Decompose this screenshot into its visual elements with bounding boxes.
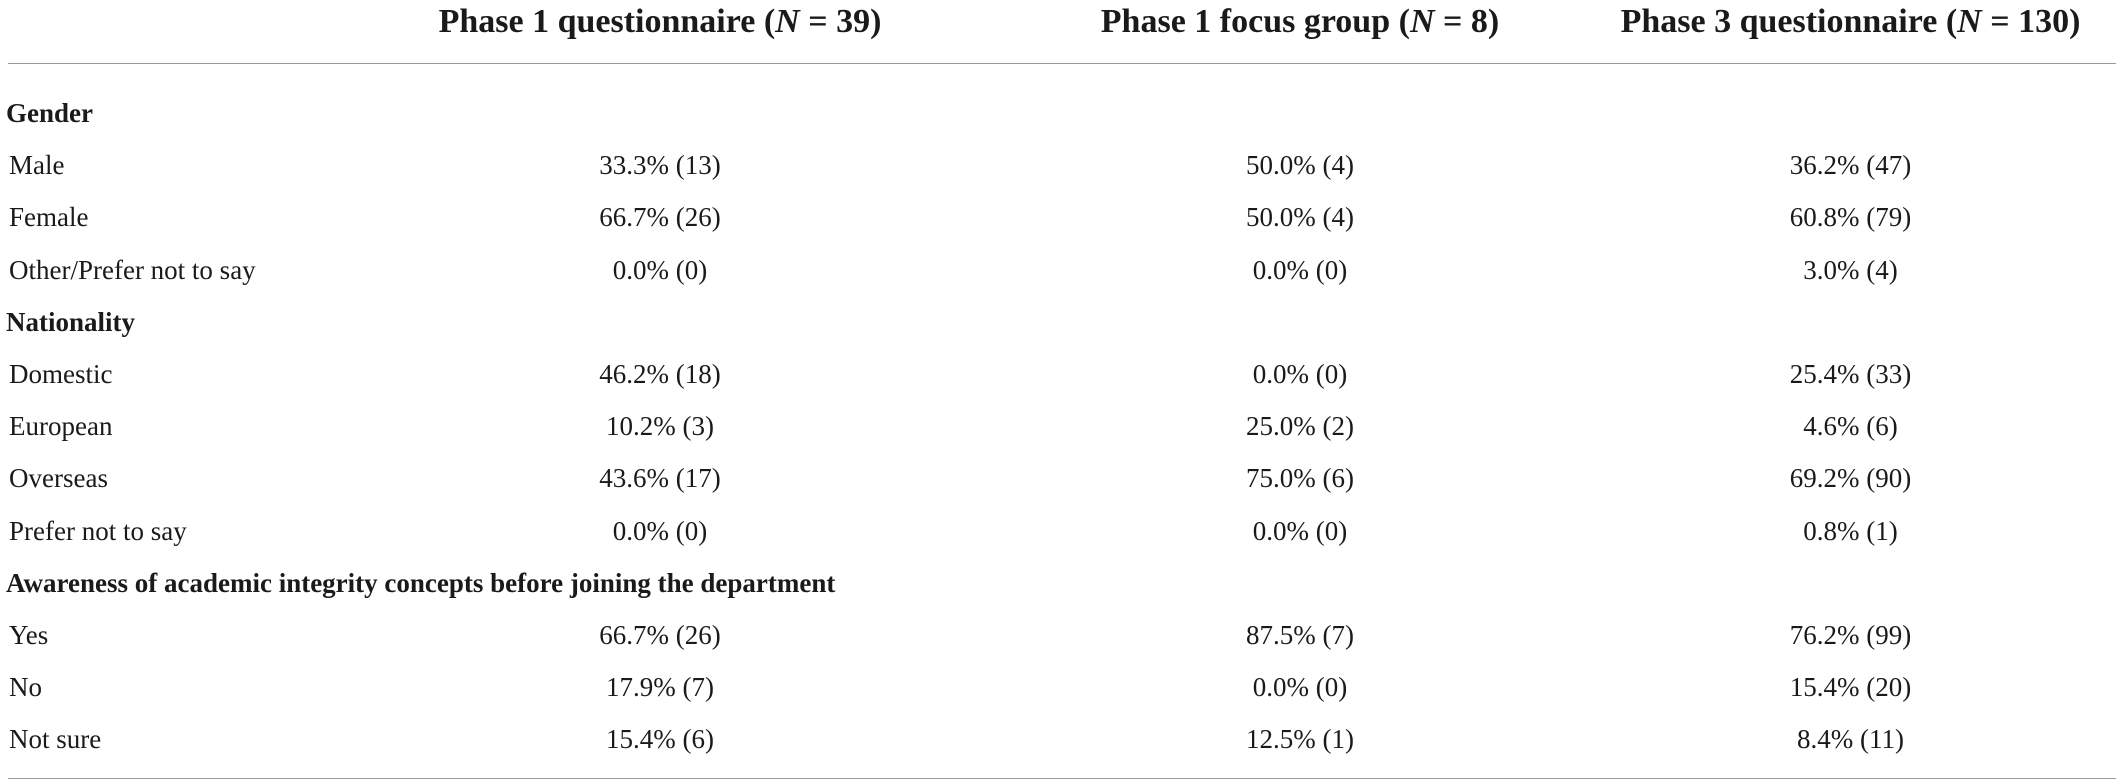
table-row: Overseas 43.6% (17) 75.0% (6) 69.2% (90) [0, 452, 2121, 504]
table-row: Yes 66.7% (26) 87.5% (7) 76.2% (99) [0, 609, 2121, 661]
table-bottom-rule [8, 778, 2116, 779]
row-label: Other/Prefer not to say [9, 254, 256, 285]
table-header: Phase 1 questionnaire (N = 39) Phase 1 f… [0, 0, 2121, 56]
row-label: Male [9, 150, 65, 181]
cell-phase1-focus-group: 50.0% (4) [1246, 202, 1354, 233]
cell-phase1-questionnaire: 66.7% (26) [599, 202, 721, 233]
table-row: European 10.2% (3) 25.0% (2) 4.6% (6) [0, 400, 2121, 452]
cell-phase1-focus-group: 12.5% (1) [1246, 724, 1354, 755]
column-header-title: Phase 3 questionnaire ( [1620, 3, 1958, 40]
cell-phase1-questionnaire: 43.6% (17) [599, 463, 721, 494]
row-label: Yes [9, 619, 49, 650]
column-header-title: Phase 1 questionnaire ( [438, 3, 776, 40]
cell-phase3-questionnaire: 0.8% (1) [1803, 515, 1898, 546]
table-row: No 17.9% (7) 0.0% (0) 15.4% (20) [0, 661, 2121, 713]
cell-phase3-questionnaire: 36.2% (47) [1789, 150, 1912, 181]
table-body: Gender Male 33.3% (13) 50.0% (4) 36.2% (… [0, 87, 2121, 765]
cell-phase1-focus-group: 0.0% (0) [1252, 254, 1348, 285]
cell-phase1-questionnaire: 46.2% (18) [599, 358, 721, 389]
cell-phase1-focus-group: 0.0% (0) [1252, 358, 1348, 389]
cell-phase1-questionnaire: 10.2% (3) [606, 411, 714, 442]
table-row: Prefer not to say 0.0% (0) 0.0% (0) 0.8%… [0, 505, 2121, 557]
cell-phase1-questionnaire: 0.0% (0) [612, 254, 708, 285]
table-row: Domestic 46.2% (18) 0.0% (0) 25.4% (33) [0, 348, 2121, 400]
row-label: No [9, 672, 42, 703]
cell-phase3-questionnaire: 4.6% (6) [1803, 411, 1898, 442]
cell-phase3-questionnaire: 60.8% (79) [1789, 202, 1912, 233]
section-heading: Gender [6, 98, 93, 128]
column-header-title: Phase 1 focus group ( [1100, 3, 1410, 40]
cell-phase1-questionnaire: 33.3% (13) [599, 150, 721, 181]
cell-phase1-focus-group: 0.0% (0) [1252, 672, 1348, 703]
column-header-phase1-focus-group: Phase 1 focus group (N = 8) [1000, 0, 1600, 48]
cell-phase1-questionnaire: 0.0% (0) [612, 515, 708, 546]
column-header-phase3-questionnaire: Phase 3 questionnaire (N = 130) [1580, 0, 2121, 48]
cell-phase1-questionnaire: 66.7% (26) [599, 619, 721, 650]
column-header-n-symbol: N [1409, 3, 1435, 40]
column-header-phase1-questionnaire: Phase 1 questionnaire (N = 39) [360, 0, 960, 48]
row-label: Prefer not to say [9, 515, 187, 546]
cell-phase3-questionnaire: 15.4% (20) [1789, 672, 1912, 703]
section-heading: Awareness of academic integrity concepts… [6, 567, 836, 598]
section-heading-row: Awareness of academic integrity concepts… [0, 557, 2121, 609]
cell-phase3-questionnaire: 76.2% (99) [1789, 619, 1912, 650]
column-header-n-value: = 39) [799, 3, 882, 40]
row-label: Female [9, 202, 89, 233]
cell-phase1-focus-group: 87.5% (7) [1246, 619, 1354, 650]
table-row: Female 66.7% (26) 50.0% (4) 60.8% (79) [0, 191, 2121, 243]
row-label: Not sure [9, 724, 102, 755]
row-label: Domestic [9, 358, 113, 389]
cell-phase1-focus-group: 0.0% (0) [1252, 515, 1348, 546]
cell-phase3-questionnaire: 25.4% (33) [1789, 358, 1912, 389]
table-row: Other/Prefer not to say 0.0% (0) 0.0% (0… [0, 244, 2121, 296]
row-label: Overseas [9, 463, 108, 494]
section-heading-row: Nationality [0, 296, 2121, 348]
table-row: Not sure 15.4% (6) 12.5% (1) 8.4% (11) [0, 713, 2121, 765]
cell-phase1-focus-group: 25.0% (2) [1246, 411, 1354, 442]
cell-phase1-questionnaire: 17.9% (7) [606, 672, 714, 703]
cell-phase3-questionnaire: 3.0% (4) [1803, 254, 1898, 285]
cell-phase1-focus-group: 75.0% (6) [1246, 463, 1354, 494]
column-header-n-value: = 8) [1434, 3, 1500, 40]
row-label: European [9, 411, 113, 442]
column-header-n-value: = 130) [1981, 3, 2081, 40]
column-header-n-symbol: N [1957, 3, 1982, 40]
section-heading: Nationality [6, 306, 136, 337]
column-header-n-symbol: N [775, 3, 800, 40]
section-heading-row: Gender [0, 87, 2121, 139]
cell-phase1-focus-group: 50.0% (4) [1246, 150, 1354, 181]
table-row: Male 33.3% (13) 50.0% (4) 36.2% (47) [0, 139, 2121, 191]
cell-phase3-questionnaire: 69.2% (90) [1789, 463, 1912, 494]
header-divider [8, 63, 2116, 64]
cell-phase1-questionnaire: 15.4% (6) [606, 724, 714, 755]
cell-phase3-questionnaire: 8.4% (11) [1797, 724, 1904, 755]
